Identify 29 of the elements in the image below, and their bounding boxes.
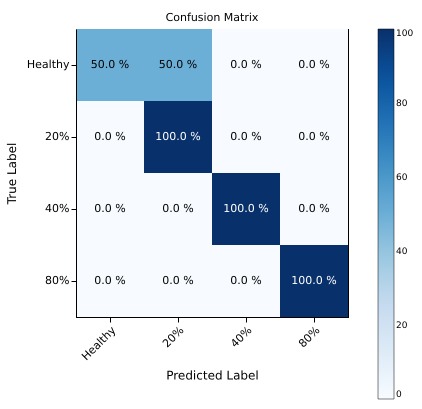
data-label: 0.0 % <box>94 274 126 287</box>
y-tick-label: 40% <box>45 202 70 215</box>
data-label: 0.0 % <box>298 58 330 71</box>
data-label: 0.0 % <box>298 130 330 143</box>
data-label: 0.0 % <box>230 274 262 287</box>
color-bar-label: 0 <box>396 390 402 400</box>
data-label: 0.0 % <box>94 130 126 143</box>
color-bar-label: 40 <box>396 247 408 257</box>
data-label: 100.0 % <box>155 130 201 143</box>
data-label: 50.0 % <box>158 58 198 71</box>
data-label: 100.0 % <box>223 202 269 215</box>
data-label: 0.0 % <box>162 202 194 215</box>
data-label: 0.0 % <box>94 202 126 215</box>
data-label: 0.0 % <box>230 58 262 71</box>
x-axis-title: Predicted Label <box>166 368 259 382</box>
data-label: 0.0 % <box>230 130 262 143</box>
color-bar-label: 60 <box>396 173 408 183</box>
y-tick-label: 80% <box>45 274 70 287</box>
data-label: 0.0 % <box>162 274 194 287</box>
color-bar-label: 80 <box>396 99 408 109</box>
y-tick-label: Healthy <box>26 58 70 71</box>
y-axis-title: True Label <box>4 142 19 206</box>
color-bar-label: 20 <box>396 321 408 331</box>
data-label: 50.0 % <box>90 58 130 71</box>
chart-title: Confusion Matrix <box>166 11 259 24</box>
data-label: 100.0 % <box>291 274 337 287</box>
y-tick-label: 20% <box>45 130 70 143</box>
color-bar-label: 100 <box>396 29 414 39</box>
data-label: 0.0 % <box>298 202 330 215</box>
